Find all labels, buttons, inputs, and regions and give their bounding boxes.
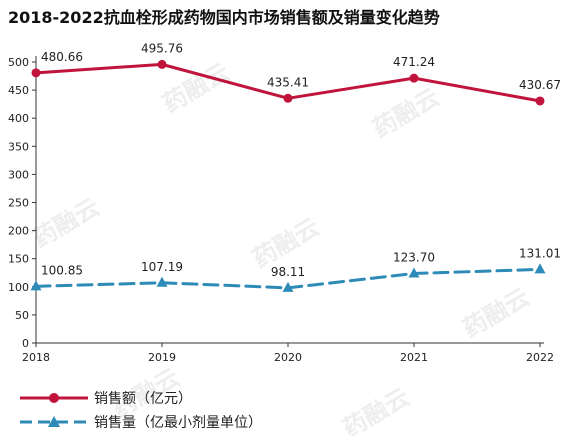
y-tick-label-4: 200 (8, 225, 29, 238)
series-0-data-label-2: 435.41 (267, 75, 309, 89)
series-0-data-label-4: 430.67 (519, 78, 561, 92)
watermark-text-1: 药融云 (368, 83, 444, 143)
y-tick-label-3: 150 (8, 253, 29, 266)
series-1-data-label-2: 98.11 (271, 265, 305, 279)
x-tick-label-1: 2019 (148, 351, 176, 364)
series-0-data-label-1: 495.76 (141, 41, 183, 55)
series-1-data-label-4: 131.01 (519, 246, 561, 260)
series-1-data-label-1: 107.19 (141, 260, 183, 274)
series-1-point-0 (30, 280, 42, 291)
watermark-text-6: 药融云 (338, 383, 414, 436)
series-0-point-4 (535, 96, 545, 106)
axes: 0 50 100 150 200 250 300 350 400 450 500 2018 2019 20… (8, 56, 554, 364)
legend-item-volume[interactable]: 销售量（亿最小剂量单位） (18, 410, 262, 434)
y-tick-label-2: 100 (8, 281, 29, 294)
x-tick-label-2: 2020 (274, 351, 302, 364)
series-0-point-2 (283, 93, 293, 103)
series-1-data-label-3: 123.70 (393, 250, 435, 264)
legend-label-volume: 销售量（亿最小剂量单位） (94, 415, 262, 431)
series-1-point-1 (156, 276, 168, 287)
y-tick-label-10: 500 (8, 56, 29, 69)
series-1-data-label-0: 100.85 (41, 263, 83, 277)
chart-title: 2018-2022抗血栓形成药物国内市场销售额及销量变化趋势 (8, 8, 440, 27)
x-tick-label-4: 2022 (526, 351, 554, 364)
legend-marker-1 (48, 416, 60, 427)
legend-marker-0 (49, 393, 59, 403)
watermark-text-2: 药融云 (28, 193, 104, 253)
series-1-point-2 (282, 281, 294, 292)
watermark-text-4: 药融云 (458, 283, 534, 343)
legend-swatch-volume (20, 416, 88, 427)
legend-label-sales: 销售额（亿元） (94, 391, 192, 407)
y-tick-label-7: 350 (8, 140, 29, 153)
x-tick-label-0: 2018 (22, 351, 50, 364)
x-tick-label-3: 2021 (400, 351, 428, 364)
y-tick-label-5: 250 (8, 197, 29, 210)
legend: 销售额（亿元） 销售量（亿最小剂量单位） (18, 386, 262, 434)
y-tick-label-9: 450 (8, 84, 29, 97)
series-0-data-label-0: 480.66 (41, 50, 83, 64)
series-layer: 480.66 495.76 435.41 471.24 430.67 100.85 107.… (30, 41, 561, 292)
y-tick-label-6: 300 (8, 168, 29, 181)
series-0-point-0 (31, 68, 41, 78)
y-tick-label-1: 50 (15, 309, 29, 322)
series-0-data-label-3: 471.24 (393, 55, 435, 69)
series-1-point-3 (408, 267, 420, 278)
series-0-point-1 (157, 59, 167, 69)
legend-item-sales[interactable]: 销售额（亿元） (18, 386, 262, 410)
y-tick-label-8: 400 (8, 112, 29, 125)
legend-swatch-sales (20, 393, 88, 403)
series-0-point-3 (409, 73, 419, 83)
y-tick-label-0: 0 (22, 337, 29, 350)
series-1-point-4 (534, 263, 546, 274)
